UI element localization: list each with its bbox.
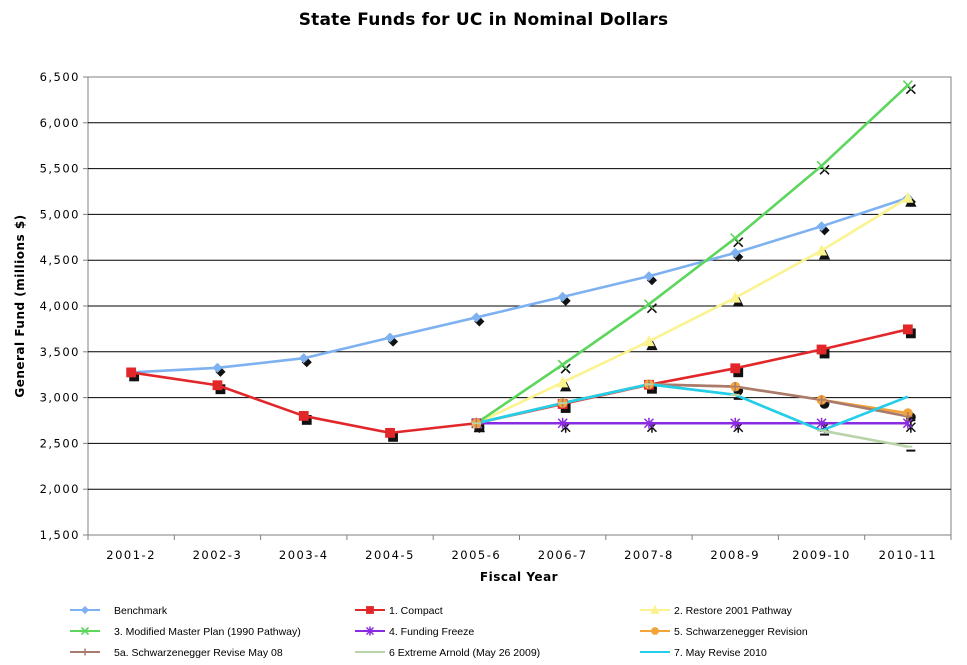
legend-label-7-may-revise-2010: 7. May Revise 2010 bbox=[674, 647, 767, 659]
legend-swatch-marker-2-restore-2001-pathway bbox=[650, 604, 660, 614]
y-tick-label: 5,500 bbox=[40, 162, 80, 176]
legend: Benchmark 1. Compact 2. Restore 2001 Pathw… bbox=[70, 604, 808, 659]
legend-label-4-funding-freeze: 4. Funding Freeze bbox=[389, 626, 474, 638]
legend-label-2-restore-2001-pathway: 2. Restore 2001 Pathway bbox=[674, 605, 793, 617]
x-axis-label: Fiscal Year bbox=[480, 570, 558, 584]
data-point-5a-schwarzenegger-revise-may-08 bbox=[817, 395, 827, 405]
x-tick-label: 2002-3 bbox=[193, 548, 243, 562]
legend-label-3-modified-master-plan-1990-pathway: 3. Modified Master Plan (1990 Pathway) bbox=[114, 626, 301, 638]
legend-swatch-marker-benchmark bbox=[80, 605, 90, 615]
legend-label-5-schwarzenegger-revision: 5. Schwarzenegger Revision bbox=[674, 626, 808, 638]
data-point-1-compact bbox=[385, 427, 395, 438]
y-tick-label: 3,500 bbox=[40, 345, 80, 359]
x-tick-label: 2009-10 bbox=[792, 548, 851, 562]
data-point-benchmark bbox=[643, 271, 655, 282]
data-point-1-compact bbox=[902, 324, 913, 335]
data-point-3-modified-master-plan-1990-pathway bbox=[730, 233, 741, 244]
data-point-3-modified-master-plan-1990-pathway bbox=[902, 80, 913, 91]
series-line-7-may-revise-2010 bbox=[476, 383, 909, 432]
y-tick-label: 5,000 bbox=[40, 207, 80, 221]
data-point-benchmark bbox=[298, 353, 309, 364]
data-point-1-compact bbox=[126, 367, 137, 378]
data-point-3-modified-master-plan-1990-pathway bbox=[557, 359, 568, 370]
legend-label-6-extreme-arnold-may-26-2009: 6 Extreme Arnold (May 26 2009) bbox=[389, 647, 540, 659]
x-tick-label: 2004-5 bbox=[365, 548, 415, 562]
legend-swatch-marker-1-compact bbox=[366, 606, 374, 614]
legend-swatch-marker-3-modified-master-plan-1990-pathway bbox=[80, 626, 90, 636]
data-point-1-compact bbox=[816, 344, 827, 355]
data-point-3-modified-master-plan-1990-pathway bbox=[816, 160, 827, 171]
data-point-benchmark bbox=[471, 312, 482, 323]
data-point-benchmark bbox=[384, 332, 396, 343]
series-markers bbox=[126, 80, 914, 448]
chart-title: State Funds for UC in Nominal Dollars bbox=[298, 10, 669, 30]
data-point-2-restore-2001-pathway bbox=[729, 291, 741, 303]
data-point-1-compact bbox=[730, 363, 741, 374]
y-tick-label: 4,000 bbox=[40, 299, 80, 313]
x-tick-label: 2007-8 bbox=[624, 548, 674, 562]
data-point-4-funding-freeze bbox=[643, 417, 654, 429]
data-point-benchmark bbox=[212, 362, 223, 373]
data-point-2-restore-2001-pathway bbox=[902, 191, 914, 203]
x-tick-label: 2003-4 bbox=[279, 548, 329, 562]
x-tick-label: 2008-9 bbox=[710, 548, 760, 562]
data-point-1-compact bbox=[298, 411, 309, 421]
data-point-2-restore-2001-pathway bbox=[815, 244, 828, 256]
data-point-1-compact bbox=[212, 380, 223, 391]
series-lines bbox=[130, 84, 909, 448]
y-tick-label: 4,500 bbox=[40, 253, 80, 267]
legend-swatch-marker-5-schwarzenegger-revision bbox=[651, 627, 659, 635]
data-point-4-funding-freeze bbox=[557, 417, 568, 429]
y-tick-label: 3,000 bbox=[40, 391, 80, 405]
legend-swatch-marker-5a-schwarzenegger-revise-may-08 bbox=[81, 648, 89, 656]
data-point-2-restore-2001-pathway bbox=[557, 376, 569, 388]
data-point-4-funding-freeze bbox=[816, 417, 827, 429]
data-point-2-restore-2001-pathway bbox=[643, 334, 655, 347]
y-tick-label: 1,500 bbox=[40, 528, 80, 542]
axis-ticks: 1,500 2,000 2,500 3,000 3,500 4,000 4,500 5,000… bbox=[40, 70, 952, 562]
x-tick-label: 2006-7 bbox=[538, 548, 588, 562]
data-point-benchmark bbox=[816, 221, 827, 232]
data-point-benchmark bbox=[730, 247, 741, 258]
legend-label-5a-schwarzenegger-revise-may-08: 5a. Schwarzenegger Revise May 08 bbox=[114, 647, 283, 659]
y-tick-label: 6,000 bbox=[40, 116, 80, 130]
data-point-4-funding-freeze bbox=[730, 417, 741, 429]
x-tick-label: 2001-2 bbox=[106, 548, 156, 562]
data-point-5a-schwarzenegger-revise-may-08 bbox=[903, 411, 913, 421]
data-point-5a-schwarzenegger-revise-may-08 bbox=[730, 382, 740, 392]
series-line-2-restore-2001-pathway bbox=[475, 196, 909, 425]
series-line-3-modified-master-plan-1990-pathway bbox=[475, 84, 909, 425]
legend-label-benchmark: Benchmark bbox=[114, 605, 168, 617]
legend-label-1-compact: 1. Compact bbox=[389, 605, 443, 617]
x-tick-label: 2005-6 bbox=[451, 548, 501, 562]
data-point-benchmark bbox=[557, 291, 568, 302]
y-axis-label: General Fund (millions $) bbox=[13, 214, 27, 397]
x-tick-label: 2010-11 bbox=[879, 548, 938, 562]
data-point-3-modified-master-plan-1990-pathway bbox=[643, 299, 655, 310]
series-line-benchmark bbox=[131, 196, 909, 374]
y-tick-label: 2,000 bbox=[40, 482, 80, 496]
y-tick-label: 6,500 bbox=[40, 70, 80, 84]
y-tick-label: 2,500 bbox=[40, 436, 80, 450]
legend-swatch-marker-4-funding-freeze bbox=[365, 626, 375, 636]
